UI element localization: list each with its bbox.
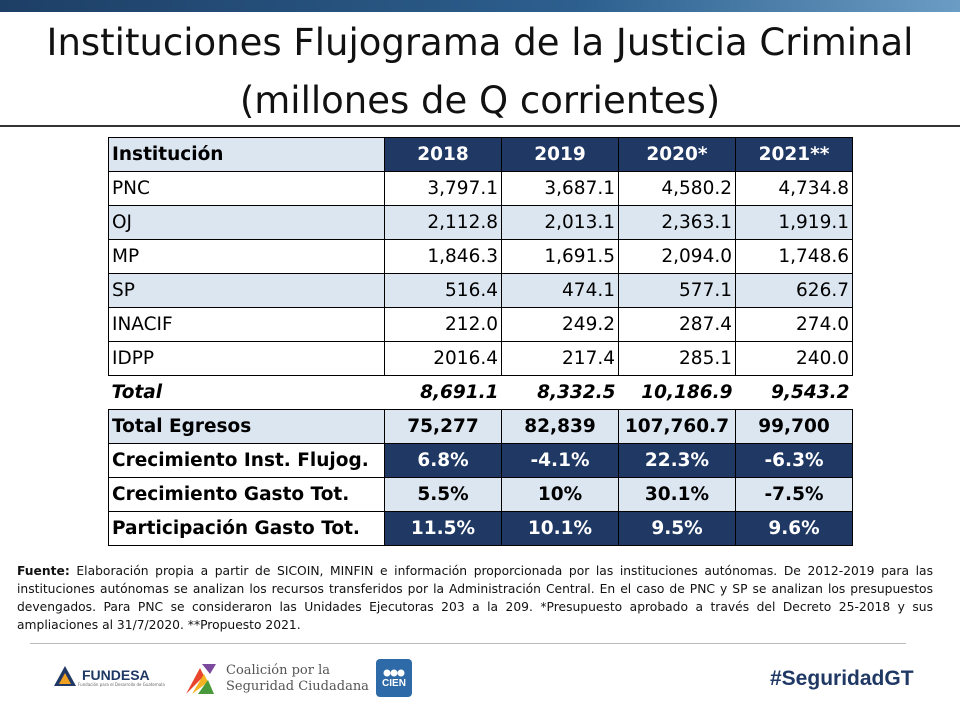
cell-value: 3,797.1 xyxy=(384,171,502,206)
table-row: IDPP 2016.4 217.4 285.1 240.0 xyxy=(108,341,853,376)
cell-value: 2016.4 xyxy=(384,341,502,376)
cell-value: 285.1 xyxy=(618,341,736,376)
table-row: OJ 2,112.8 2,013.1 2,363.1 1,919.1 xyxy=(108,205,853,240)
coalicion-logo: Coalición por la Seguridad Ciudadana xyxy=(182,660,369,698)
cell-value: -6.3% xyxy=(735,443,853,478)
participacion-row: Participación Gasto Tot. 11.5% 10.1% 9.5… xyxy=(108,511,853,546)
title-divider xyxy=(0,125,960,127)
coalicion-line-2: Seguridad Ciudadana xyxy=(226,679,369,694)
cell-value: 3,687.1 xyxy=(501,171,619,206)
cien-name: CIEN xyxy=(382,677,406,689)
row-label: Participación Gasto Tot. xyxy=(108,511,385,546)
table-row: INACIF 212.0 249.2 287.4 274.0 xyxy=(108,307,853,342)
row-label: MP xyxy=(108,239,385,274)
cell-value: 2,112.8 xyxy=(384,205,502,240)
cell-value: 626.7 xyxy=(735,273,853,308)
cell-value: 240.0 xyxy=(735,341,853,376)
cien-dots-icon xyxy=(383,669,405,676)
row-label: IDPP xyxy=(108,341,385,376)
fundesa-logo: FUNDESA Fundación para el Desarrollo de … xyxy=(52,664,165,690)
cell-value: 75,277 xyxy=(384,409,502,444)
cell-value: 11.5% xyxy=(384,511,502,546)
cell-value: 212.0 xyxy=(384,307,502,342)
cell-value: 217.4 xyxy=(501,341,619,376)
table-row: SP 516.4 474.1 577.1 626.7 xyxy=(108,273,853,308)
cell-value: 30.1% xyxy=(618,477,736,512)
fundesa-name: FUNDESA xyxy=(82,666,150,683)
coalicion-mark-icon xyxy=(186,664,216,694)
crecimiento-gasto-row: Crecimiento Gasto Tot. 5.5% 10% 30.1% -7… xyxy=(108,477,853,512)
row-label: SP xyxy=(108,273,385,308)
budget-table: Institución 2018 2019 2020* 2021** PNC 3… xyxy=(108,137,853,546)
cell-value: 10% xyxy=(501,477,619,512)
cell-value: 6.8% xyxy=(384,443,502,478)
cell-value: -4.1% xyxy=(501,443,619,478)
source-text: Elaboración propia a partir de SICOIN, M… xyxy=(17,564,933,632)
cien-logo: CIEN xyxy=(376,659,412,697)
table-row: MP 1,846.3 1,691.5 2,094.0 1,748.6 xyxy=(108,239,853,274)
cell-value: 4,580.2 xyxy=(618,171,736,206)
source-note: Fuente: Elaboración propia a partir de S… xyxy=(17,562,933,634)
table-row: PNC 3,797.1 3,687.1 4,580.2 4,734.8 xyxy=(108,171,853,206)
cell-value: 8,691.1 xyxy=(384,375,502,410)
row-label: INACIF xyxy=(108,307,385,342)
source-label: Fuente: xyxy=(17,564,70,578)
header-2018: 2018 xyxy=(384,137,502,172)
cell-value: -7.5% xyxy=(735,477,853,512)
row-label: Crecimiento Gasto Tot. xyxy=(108,477,385,512)
table-header-row: Institución 2018 2019 2020* 2021** xyxy=(108,137,853,172)
cell-value: 274.0 xyxy=(735,307,853,342)
cell-value: 10.1% xyxy=(501,511,619,546)
cell-value: 287.4 xyxy=(618,307,736,342)
cell-value: 8,332.5 xyxy=(501,375,619,410)
row-label: PNC xyxy=(108,171,385,206)
fundesa-subtitle: Fundación para el Desarrollo de Guatemal… xyxy=(78,681,165,687)
row-label: Total xyxy=(108,375,385,410)
page-title: Instituciones Flujograma de la Justicia … xyxy=(0,14,960,130)
cell-value: 249.2 xyxy=(501,307,619,342)
footer-divider xyxy=(30,643,906,644)
header-institucion: Institución xyxy=(108,137,385,172)
title-line-2: (millones de Q corrientes) xyxy=(239,79,721,122)
crecimiento-inst-row: Crecimiento Inst. Flujog. 6.8% -4.1% 22.… xyxy=(108,443,853,478)
header-2021: 2021** xyxy=(735,137,853,172)
cell-value: 2,013.1 xyxy=(501,205,619,240)
cell-value: 2,094.0 xyxy=(618,239,736,274)
cell-value: 99,700 xyxy=(735,409,853,444)
cell-value: 9.6% xyxy=(735,511,853,546)
cell-value: 5.5% xyxy=(384,477,502,512)
row-label: Crecimiento Inst. Flujog. xyxy=(108,443,385,478)
cell-value: 2,363.1 xyxy=(618,205,736,240)
cell-value: 107,760.7 xyxy=(618,409,736,444)
cell-value: 22.3% xyxy=(618,443,736,478)
cell-value: 10,186.9 xyxy=(618,375,736,410)
hashtag-label: #SeguridadGT xyxy=(770,667,914,690)
cell-value: 82,839 xyxy=(501,409,619,444)
title-line-1: Instituciones Flujograma de la Justicia … xyxy=(46,21,914,64)
fundesa-mark-icon xyxy=(54,666,76,686)
header-2020: 2020* xyxy=(618,137,736,172)
cell-value: 9,543.2 xyxy=(735,375,853,410)
cell-value: 9.5% xyxy=(618,511,736,546)
coalicion-line-1: Coalición por la xyxy=(226,663,331,678)
cell-value: 4,734.8 xyxy=(735,171,853,206)
row-label: Total Egresos xyxy=(108,409,385,444)
header-2019: 2019 xyxy=(501,137,619,172)
cell-value: 474.1 xyxy=(501,273,619,308)
cell-value: 1,748.6 xyxy=(735,239,853,274)
cell-value: 577.1 xyxy=(618,273,736,308)
cell-value: 1,846.3 xyxy=(384,239,502,274)
cell-value: 1,919.1 xyxy=(735,205,853,240)
row-label: OJ xyxy=(108,205,385,240)
egresos-row: Total Egresos 75,277 82,839 107,760.7 99… xyxy=(108,409,853,444)
top-accent-bar xyxy=(0,0,960,12)
total-row: Total 8,691.1 8,332.5 10,186.9 9,543.2 xyxy=(108,375,853,410)
cell-value: 516.4 xyxy=(384,273,502,308)
cell-value: 1,691.5 xyxy=(501,239,619,274)
